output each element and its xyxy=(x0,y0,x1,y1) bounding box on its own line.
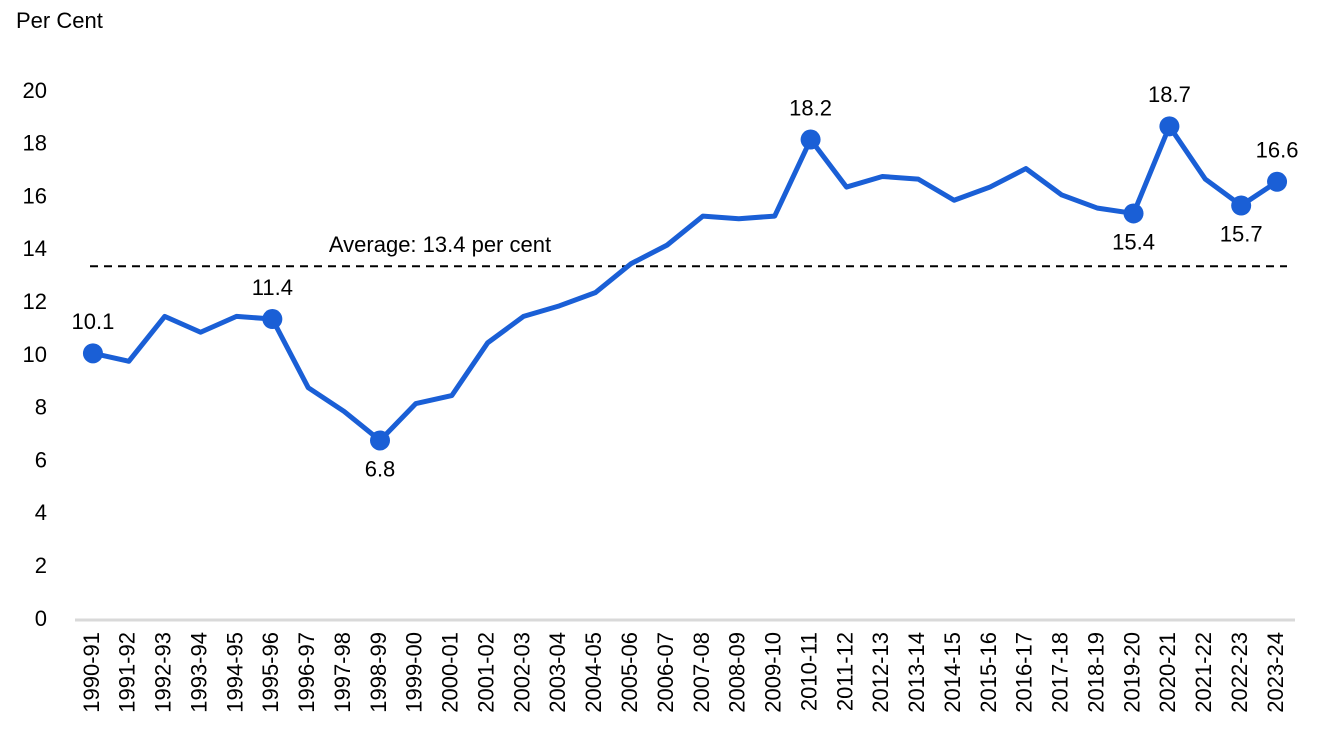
x-tick-label: 1995-96 xyxy=(258,632,283,713)
data-point xyxy=(82,343,103,364)
x-tick-label: 2020-21 xyxy=(1155,632,1180,713)
y-tick-label: 10 xyxy=(23,342,47,367)
y-tick-label: 2 xyxy=(35,553,47,578)
x-tick-label: 1990-91 xyxy=(79,632,104,713)
x-tick-label: 2006-07 xyxy=(653,632,678,713)
data-point xyxy=(1123,203,1144,224)
x-tick-label: 1993-94 xyxy=(186,632,211,713)
y-tick-label: 8 xyxy=(35,395,47,420)
x-tick-label: 2021-22 xyxy=(1191,632,1216,713)
x-tick-label: 2014-15 xyxy=(940,632,965,713)
x-tick-label: 2015-16 xyxy=(976,632,1001,713)
data-point xyxy=(1159,116,1180,137)
x-tick-label: 2004-05 xyxy=(581,632,606,713)
data-label: 18.2 xyxy=(789,95,832,120)
x-tick-label: 2019-20 xyxy=(1119,632,1144,713)
x-tick-label: 2003-04 xyxy=(545,632,570,713)
y-tick-label: 14 xyxy=(23,236,47,261)
data-label: 16.6 xyxy=(1256,138,1299,163)
y-tick-label: 12 xyxy=(23,289,47,314)
data-point xyxy=(1267,171,1288,192)
data-label: 6.8 xyxy=(365,456,396,481)
x-tick-label: 2022-23 xyxy=(1227,632,1252,713)
x-tick-label: 1994-95 xyxy=(222,632,247,713)
x-tick-label: 1997-98 xyxy=(330,632,355,713)
x-tick-label: 2005-06 xyxy=(617,632,642,713)
y-axis-label: Per Cent xyxy=(16,8,103,33)
data-label: 10.1 xyxy=(72,309,115,334)
x-tick-label: 2018-19 xyxy=(1083,632,1108,713)
x-tick-label: 1996-97 xyxy=(294,632,319,713)
data-point xyxy=(800,129,821,150)
x-tick-label: 1992-93 xyxy=(151,632,176,713)
data-point xyxy=(262,309,283,330)
x-tick-label: 2016-17 xyxy=(1012,632,1037,713)
x-tick-label: 2012-13 xyxy=(868,632,893,713)
x-tick-label: 2023-24 xyxy=(1263,632,1288,713)
x-tick-label: 2017-18 xyxy=(1048,632,1073,713)
x-tick-label: 2008-09 xyxy=(725,632,750,713)
data-line xyxy=(92,123,1279,443)
y-tick-label: 4 xyxy=(35,500,47,525)
data-label: 18.7 xyxy=(1148,82,1191,107)
data-point xyxy=(370,430,390,451)
x-tick-label: 2013-14 xyxy=(904,632,929,713)
y-tick-label: 20 xyxy=(23,78,47,103)
data-point xyxy=(1231,195,1252,216)
x-tick-label: 1991-92 xyxy=(115,632,140,713)
x-tick-label: 2001-02 xyxy=(473,632,498,713)
x-tick-label: 2002-03 xyxy=(509,632,534,713)
y-tick-label: 6 xyxy=(35,447,47,472)
data-label: 15.4 xyxy=(1112,229,1155,254)
x-tick-label: 2000-01 xyxy=(438,632,463,713)
y-tick-label: 18 xyxy=(23,131,47,156)
data-label: 15.7 xyxy=(1220,221,1263,246)
x-tick-label: 2007-08 xyxy=(689,632,714,713)
x-tick-label: 2009-10 xyxy=(761,632,786,713)
y-tick-label: 16 xyxy=(23,183,47,208)
y-tick-label: 0 xyxy=(35,606,47,631)
reference-label: Average: 13.4 per cent xyxy=(329,232,551,257)
x-tick-label: 2011-12 xyxy=(832,632,857,711)
x-tick-label: 2010-11 xyxy=(796,632,821,711)
x-tick-label: 1998-99 xyxy=(366,632,391,713)
data-label: 11.4 xyxy=(252,275,293,300)
x-tick-label: 1999-00 xyxy=(402,632,427,713)
